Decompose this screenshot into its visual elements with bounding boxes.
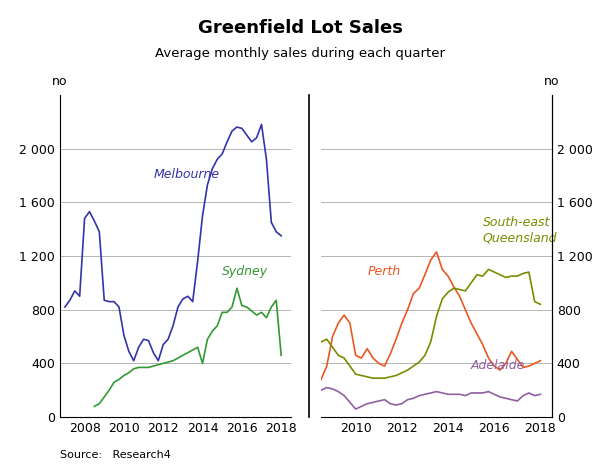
Text: South-east
Queensland: South-east Queensland	[482, 216, 557, 244]
Text: no: no	[544, 75, 560, 88]
Text: Sydney: Sydney	[222, 265, 268, 278]
Text: Adelaide: Adelaide	[471, 359, 526, 372]
Text: Greenfield Lot Sales: Greenfield Lot Sales	[197, 19, 403, 37]
Text: no: no	[52, 75, 68, 88]
Text: Source:   Research4: Source: Research4	[60, 450, 171, 460]
Text: Melbourne: Melbourne	[154, 168, 220, 181]
Text: Average monthly sales during each quarter: Average monthly sales during each quarte…	[155, 47, 445, 60]
Text: Perth: Perth	[367, 265, 400, 278]
